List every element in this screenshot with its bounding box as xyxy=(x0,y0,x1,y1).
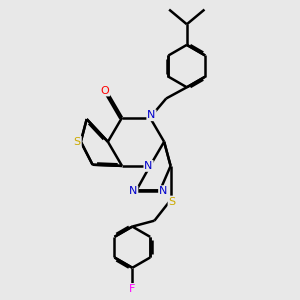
Text: N: N xyxy=(147,110,156,120)
Text: N: N xyxy=(144,161,153,171)
Text: N: N xyxy=(129,186,137,196)
Text: S: S xyxy=(169,196,176,206)
Text: N: N xyxy=(159,186,167,196)
Text: F: F xyxy=(129,284,136,294)
Text: O: O xyxy=(100,85,109,95)
Text: S: S xyxy=(74,137,81,147)
